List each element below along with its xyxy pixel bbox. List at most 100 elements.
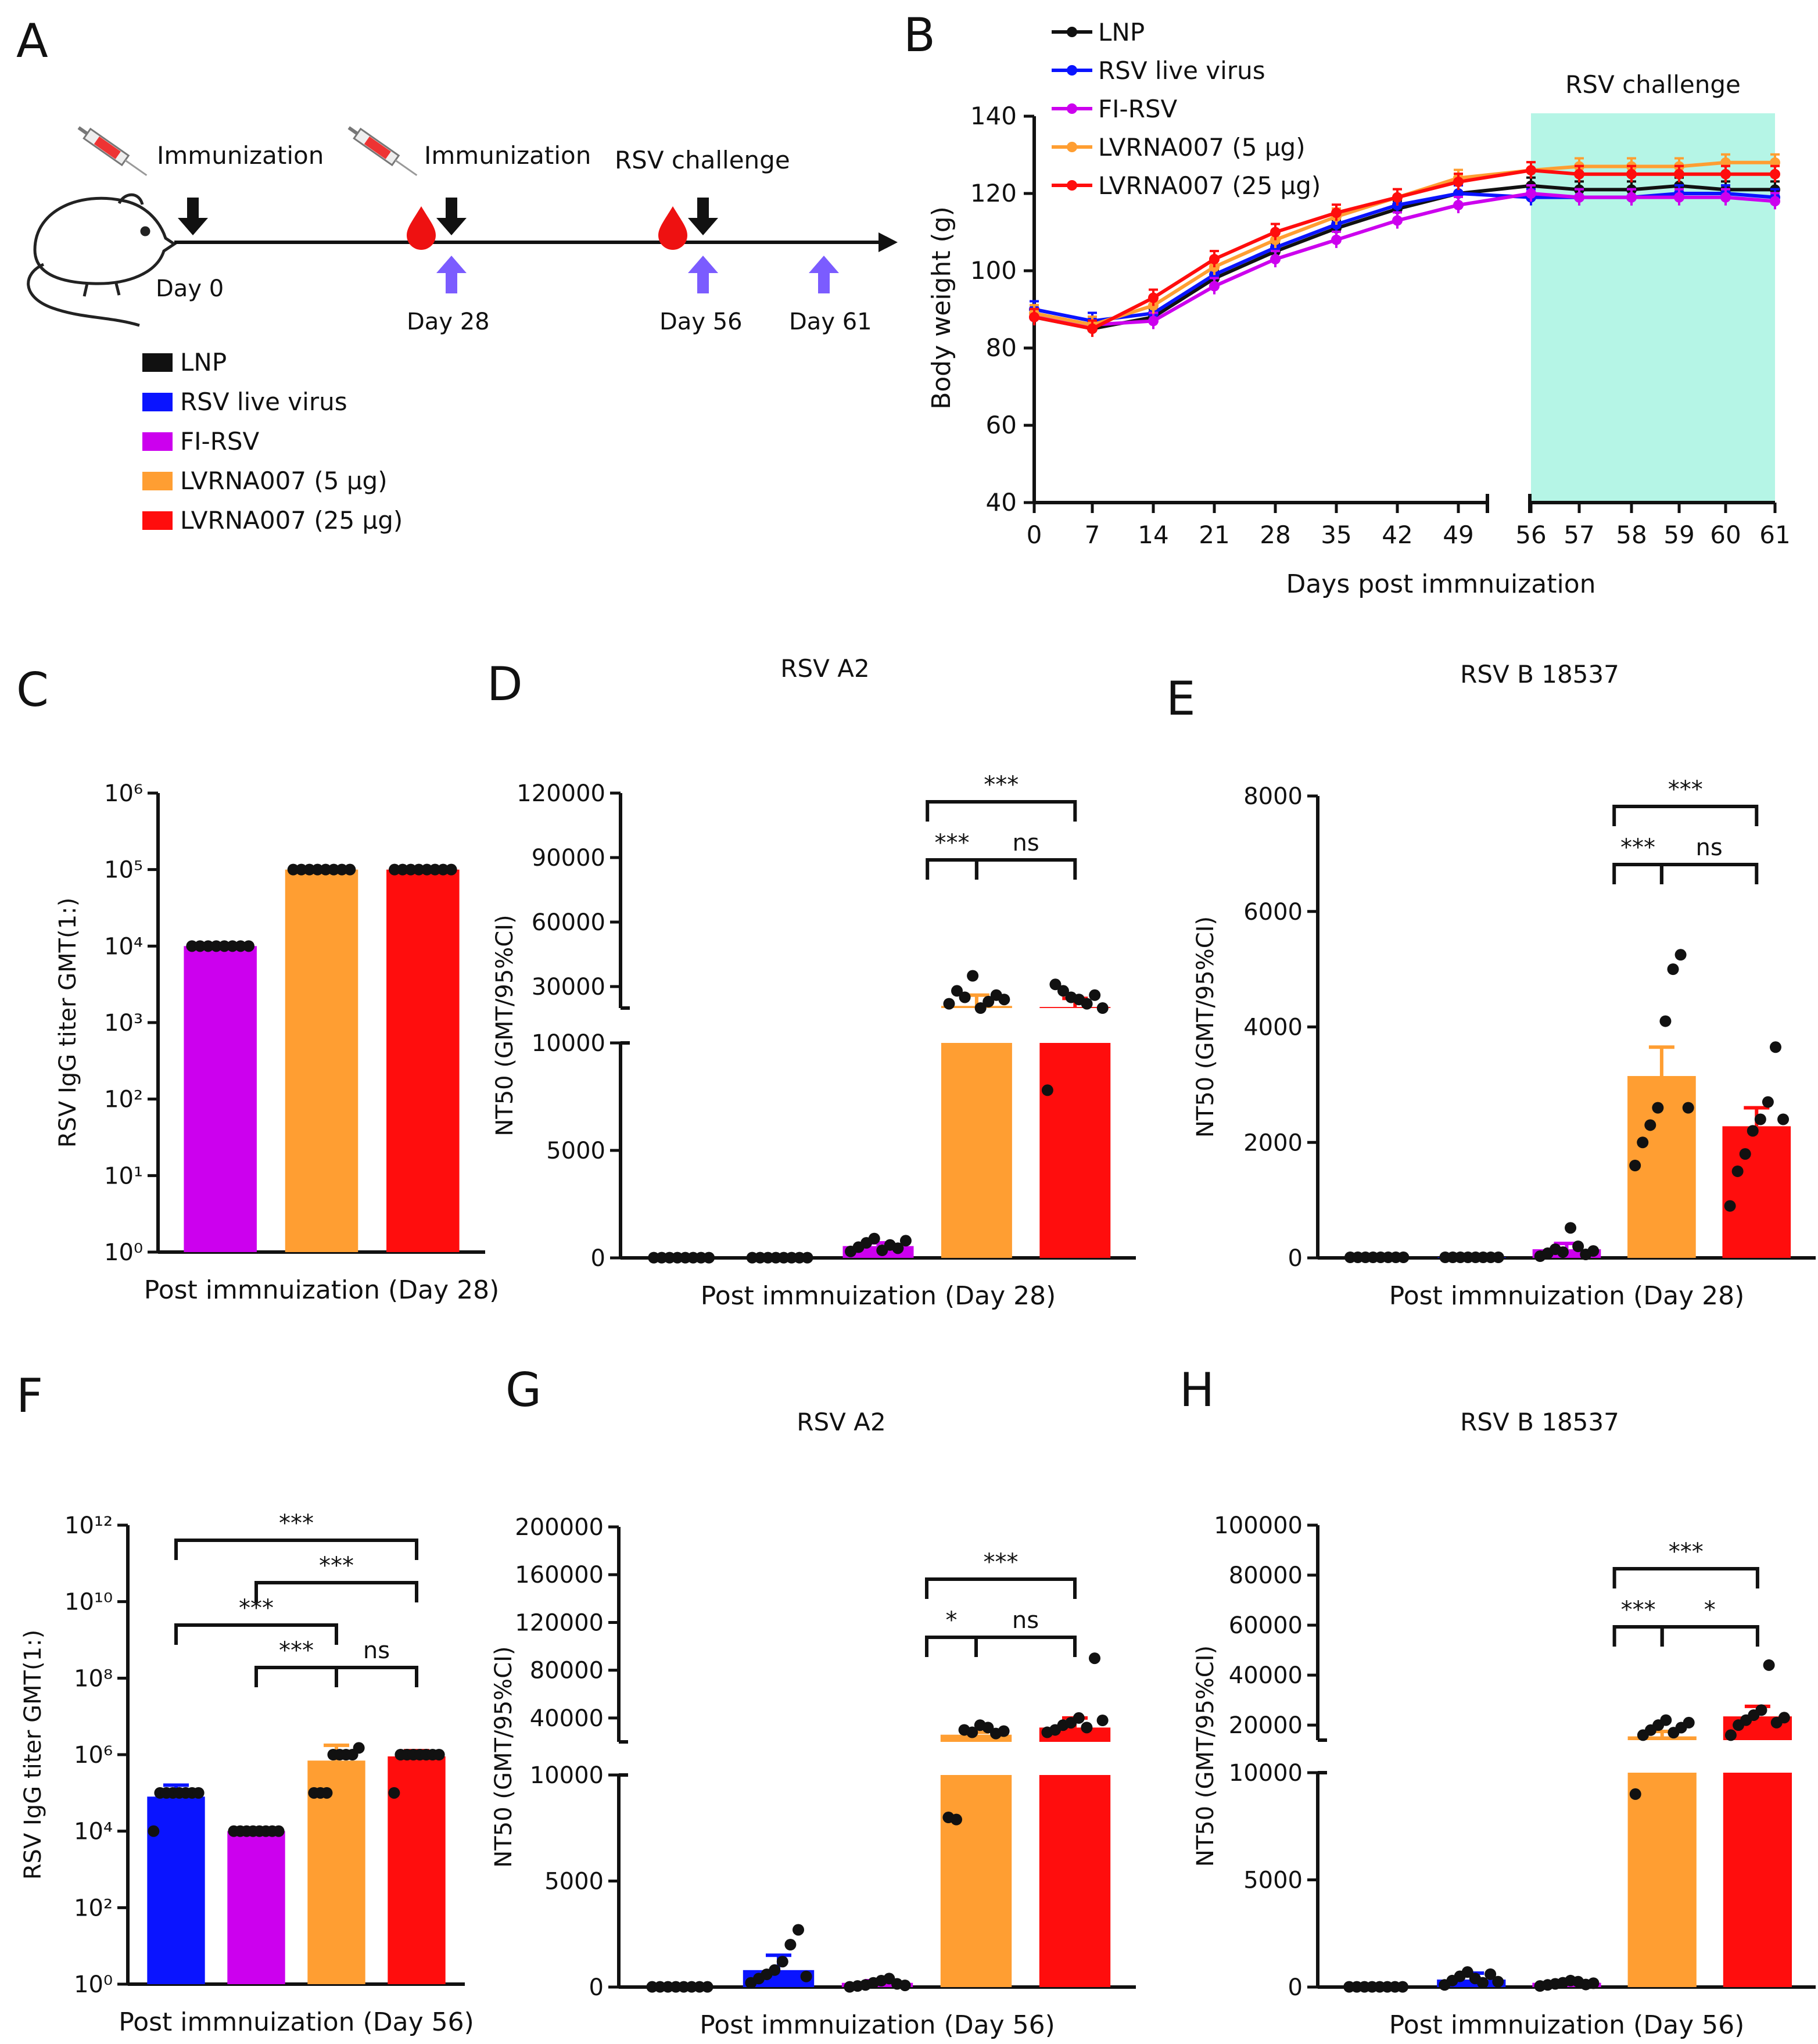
significance-label: ***	[1668, 776, 1703, 803]
data-point	[899, 1235, 912, 1247]
data-point	[1087, 323, 1098, 334]
significance-bracket	[1612, 863, 1663, 884]
event-label: RSV challenge	[615, 146, 790, 174]
data-point	[1397, 1251, 1410, 1264]
data-point	[192, 1787, 205, 1799]
y-tick-label: 40000	[1229, 1662, 1303, 1689]
y-tick-label: 100	[970, 256, 1017, 285]
data-point	[1477, 1977, 1489, 1989]
data-point	[320, 863, 332, 876]
chart-h-nt50-b-day56: 0 5000 10000 20000 40000 60000 80000 100000 NT50…	[1192, 1408, 1816, 2040]
data-point	[1557, 1246, 1569, 1258]
data-point	[1762, 1096, 1774, 1108]
data-point	[1574, 192, 1584, 203]
x-tick-label: 35	[1321, 521, 1351, 549]
significance-label: ***	[279, 1637, 314, 1664]
data-point	[1652, 1102, 1664, 1114]
significance-label: ***	[935, 830, 970, 856]
y-tick-label: 10⁸	[74, 1665, 113, 1692]
data-point	[1209, 254, 1220, 265]
y-tick-label: 60000	[1229, 1612, 1303, 1639]
data-point	[1331, 207, 1342, 218]
significance-label: ***	[319, 1552, 354, 1579]
arrow-up-icon	[436, 256, 839, 293]
y-tick-label: 200000	[515, 1514, 604, 1541]
data-point	[1392, 215, 1403, 226]
chart-b-body-weight: RSV challenge 40 60 80 100 120 140 0 7 14 21 28 35 42…	[927, 18, 1791, 599]
y-tick-label: 40	[986, 488, 1017, 517]
chart-title: RSV A2	[797, 1408, 885, 1436]
panel-a-legend: LNP RSV live virus FI-RSV LVRNA007 (5 μg) LV…	[142, 348, 403, 535]
data-point	[800, 1970, 812, 1982]
data-point	[1720, 192, 1731, 203]
data-point	[1587, 1977, 1600, 1989]
data-point	[1739, 1148, 1751, 1160]
data-point	[1755, 1704, 1767, 1716]
bar	[386, 869, 460, 1252]
data-point	[1049, 978, 1062, 991]
significance-bracket	[926, 858, 978, 880]
bar	[1723, 1773, 1792, 1987]
data-point	[404, 863, 417, 876]
y-axis-label: NT50 (GMT/95%CI)	[490, 1646, 517, 1867]
data-point	[1565, 1222, 1577, 1234]
data-point	[1397, 1981, 1409, 1993]
significance-bracket	[174, 1539, 418, 1560]
y-tick-label: 10²	[104, 1086, 143, 1113]
data-point	[1720, 168, 1731, 180]
data-point	[1029, 311, 1039, 322]
x-axis-label: Post immnuization (Day 28)	[144, 1275, 500, 1305]
data-point	[1096, 1715, 1109, 1726]
data-point	[1674, 192, 1684, 203]
significance-bracket	[1612, 805, 1759, 826]
data-point	[998, 994, 1010, 1006]
bar	[1627, 1736, 1697, 1740]
data-point	[1629, 1160, 1641, 1171]
data-point	[437, 863, 449, 876]
bar	[1039, 1043, 1111, 1258]
data-point	[194, 940, 206, 952]
bar	[941, 1043, 1012, 1258]
chart-title: RSV B 18537	[1460, 1408, 1619, 1436]
significance-bracket	[925, 1577, 1077, 1599]
y-tick-label: 40000	[530, 1705, 604, 1732]
data-point	[1667, 963, 1679, 976]
legend-marker	[1067, 180, 1077, 191]
day-label: Day 0	[156, 275, 224, 302]
y-tick-label: 120	[970, 179, 1017, 207]
data-point	[1778, 1712, 1790, 1724]
data-point	[1731, 1165, 1744, 1177]
y-axis-label: NT50 (GMT/95%CI)	[1192, 916, 1219, 1138]
data-point	[1770, 196, 1780, 207]
data-point	[218, 940, 231, 952]
panel-letter-b: B	[903, 8, 935, 62]
data-point	[311, 863, 324, 876]
significance-bracket	[254, 1581, 418, 1602]
data-point	[982, 1722, 994, 1734]
data-point	[321, 1787, 333, 1799]
data-point	[1574, 168, 1584, 180]
data-point	[1089, 1652, 1100, 1665]
y-tick-label: 8000	[1243, 783, 1303, 810]
y-tick-label: 90000	[532, 845, 605, 872]
data-point	[1057, 985, 1069, 997]
data-point	[413, 863, 425, 876]
syringe-icon	[77, 126, 148, 176]
data-point	[1073, 1712, 1085, 1724]
y-tick-label: 10⁵	[104, 857, 143, 884]
data-point	[1526, 188, 1536, 199]
legend-marker	[1067, 142, 1077, 152]
legend-marker	[1067, 103, 1077, 114]
legend-label: RSV live virus	[1098, 56, 1265, 85]
data-point	[235, 940, 247, 952]
data-point	[186, 940, 198, 952]
day-label: Day 56	[659, 309, 743, 335]
legend-label: LVRNA007 (5 μg)	[1098, 133, 1306, 162]
x-tick-label: 49	[1443, 521, 1473, 549]
y-tick-label: 10²	[74, 1895, 113, 1921]
data-point	[967, 970, 979, 982]
x-axis-label: Post immnuization (Day 56)	[119, 2007, 474, 2037]
data-point	[701, 1981, 713, 1993]
legend-label: LVRNA007 (25 μg)	[180, 506, 403, 535]
y-tick-label: 0	[591, 1245, 605, 1272]
